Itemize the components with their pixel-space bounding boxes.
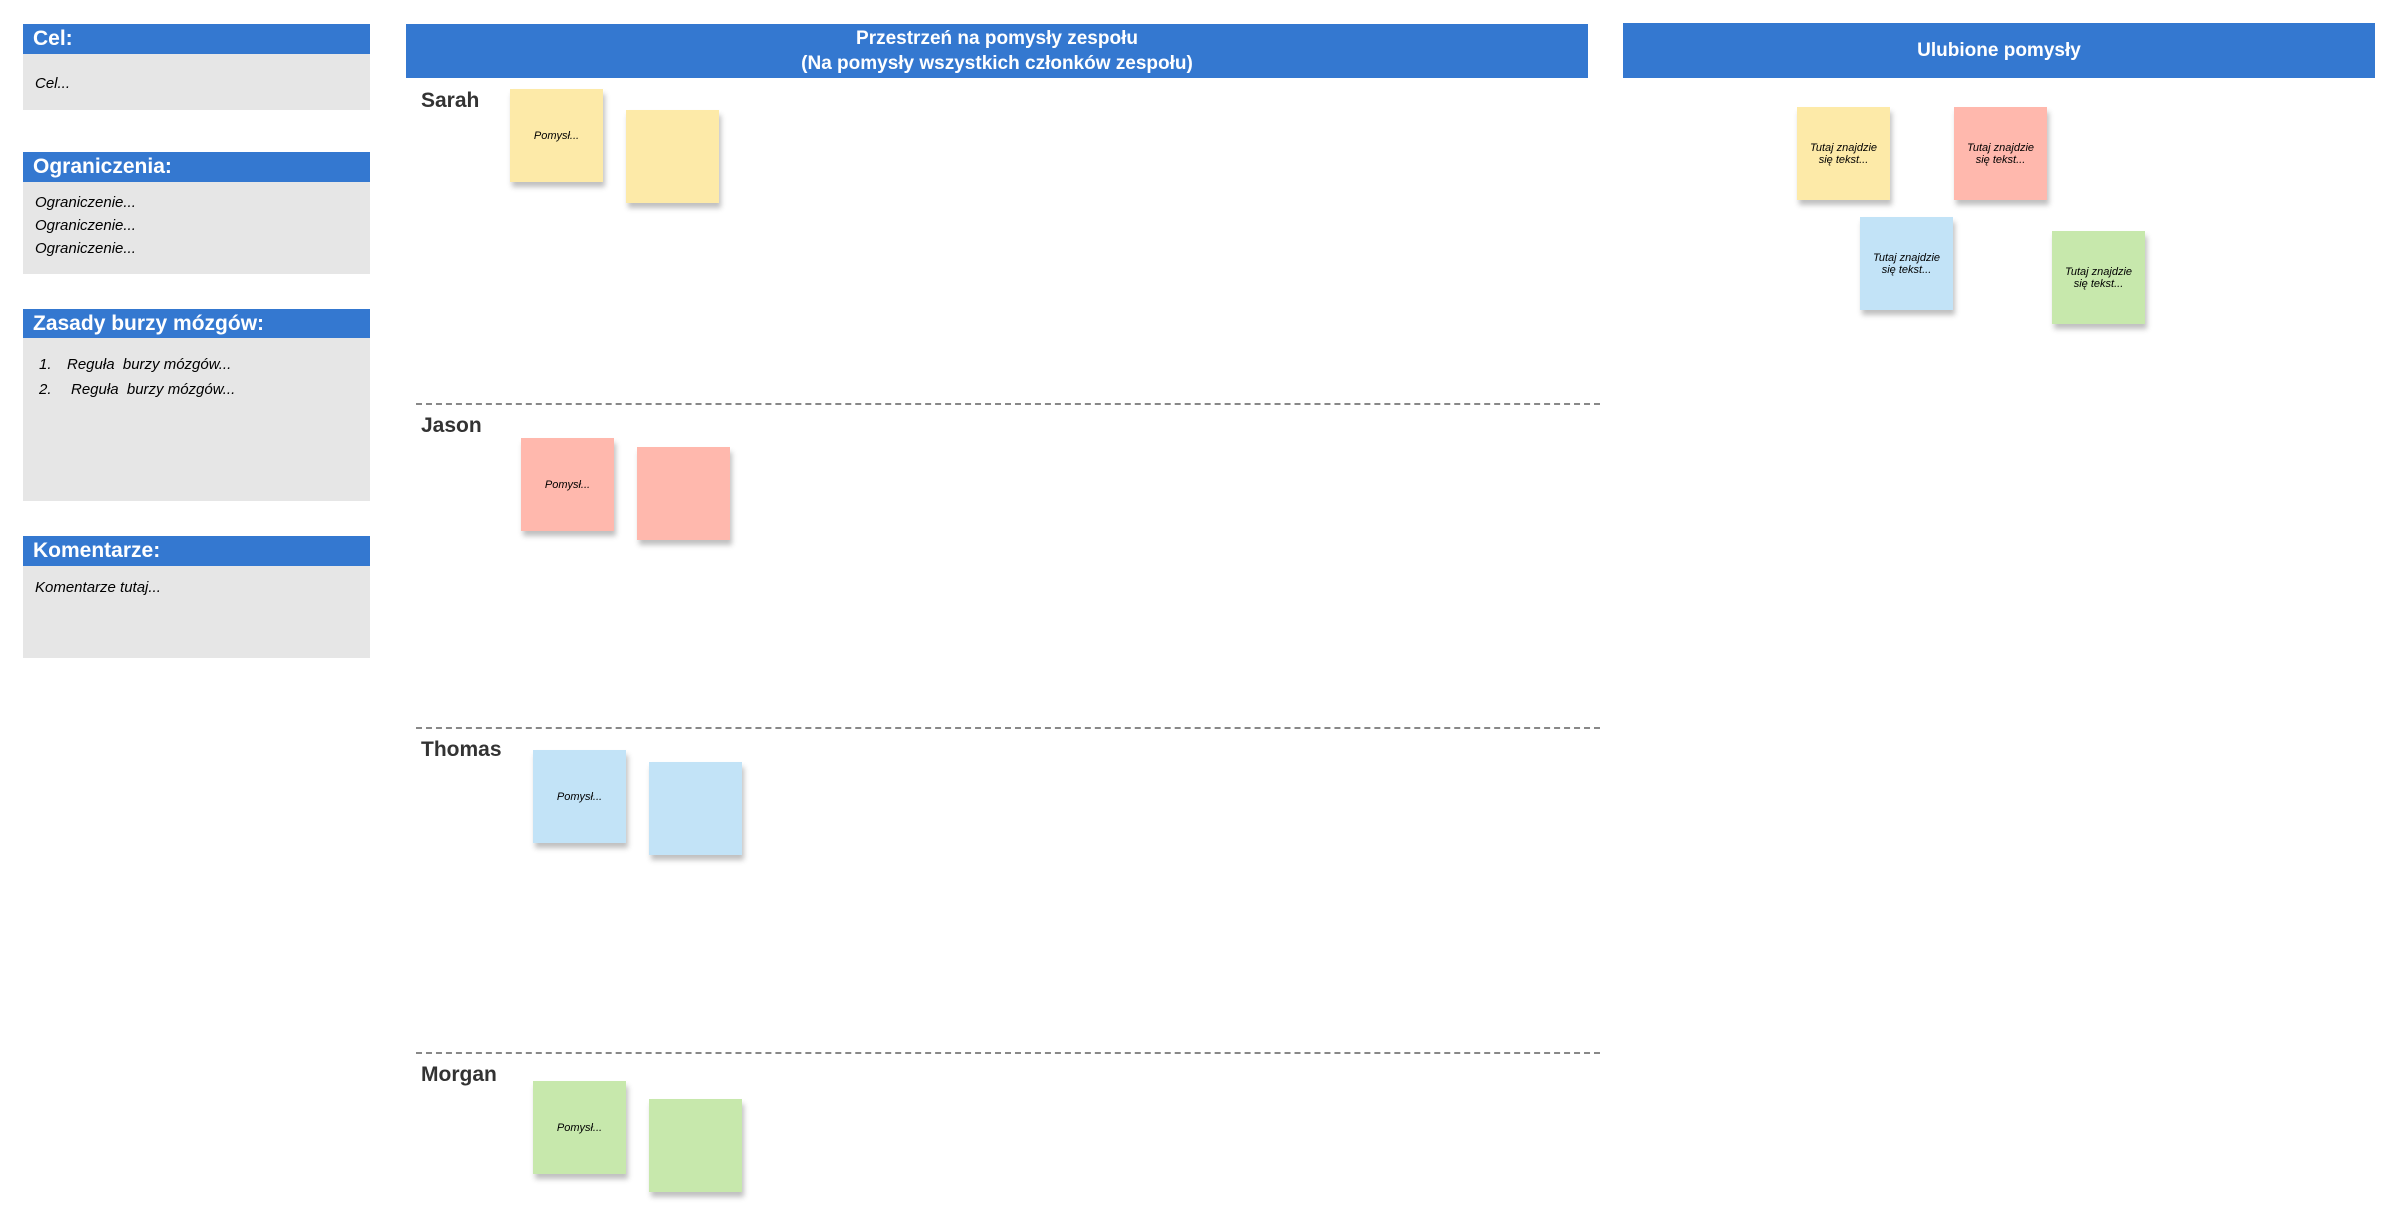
sticky-note[interactable]: Tutaj znajdzie się tekst... xyxy=(2052,231,2145,324)
panel-line: Ograniczenie... xyxy=(35,217,136,234)
sticky-note[interactable]: Pomysł... xyxy=(533,1081,626,1174)
panel-line: Cel... xyxy=(35,75,71,92)
panel-title: Ograniczenia: xyxy=(23,152,370,182)
panel-body: 1. Reguła burzy mózgów... 2. Reguła burzy … xyxy=(23,338,370,501)
header-line: (Na pomysły wszystkich członków zespołu) xyxy=(801,53,1193,74)
team-space-header: Przestrzeń na pomysły zespołu (Na pomysł… xyxy=(406,24,1588,78)
panel-line: Ograniczenie... xyxy=(35,240,136,257)
sticky-note[interactable]: Tutaj znajdzie się tekst... xyxy=(1954,107,2047,200)
sticky-note[interactable]: Pomysł... xyxy=(521,438,614,531)
list-text: Reguła burzy mózgów... xyxy=(67,356,232,373)
panel-body: Cel... xyxy=(23,54,370,110)
sticky-note[interactable]: Tutaj znajdzie się tekst... xyxy=(1860,217,1953,310)
lane-divider xyxy=(416,1052,1600,1054)
lane-name: Jason xyxy=(421,414,482,437)
sticky-note[interactable] xyxy=(626,110,719,203)
panel-title: Zasady burzy mózgów: xyxy=(23,309,370,339)
list-text: Reguła burzy mózgów... xyxy=(71,381,236,398)
panel-line: Ograniczenie... xyxy=(35,194,136,211)
panel-body: Komentarze tutaj... xyxy=(23,566,370,658)
sticky-note[interactable] xyxy=(637,447,730,540)
sticky-note[interactable] xyxy=(649,762,742,855)
list-item: 1. Reguła burzy mózgów... xyxy=(35,352,358,377)
lane-name: Sarah xyxy=(421,89,480,112)
lane-divider xyxy=(416,403,1600,405)
header-line: Przestrzeń na pomysły zespołu xyxy=(856,28,1138,49)
sticky-note[interactable] xyxy=(649,1099,742,1192)
favorites-header: Ulubione pomysły xyxy=(1623,23,2375,78)
list-item: 2. Reguła burzy mózgów... xyxy=(35,377,358,402)
sticky-note[interactable]: Tutaj znajdzie się tekst... xyxy=(1797,107,1890,200)
lane-name: Thomas xyxy=(421,738,502,761)
lane-divider xyxy=(416,727,1600,729)
list-number: 1. xyxy=(39,356,52,373)
panel-title: Cel: xyxy=(23,24,370,54)
list-number: 2. xyxy=(39,381,52,398)
lane-name: Morgan xyxy=(421,1063,497,1086)
panel-line: Komentarze tutaj... xyxy=(35,579,161,596)
panel-title: Komentarze: xyxy=(23,536,370,566)
sticky-note[interactable]: Pomysł... xyxy=(533,750,626,843)
panel-body: Ograniczenie... Ograniczenie... Ogranicz… xyxy=(23,182,370,274)
sticky-note[interactable]: Pomysł... xyxy=(510,89,603,182)
